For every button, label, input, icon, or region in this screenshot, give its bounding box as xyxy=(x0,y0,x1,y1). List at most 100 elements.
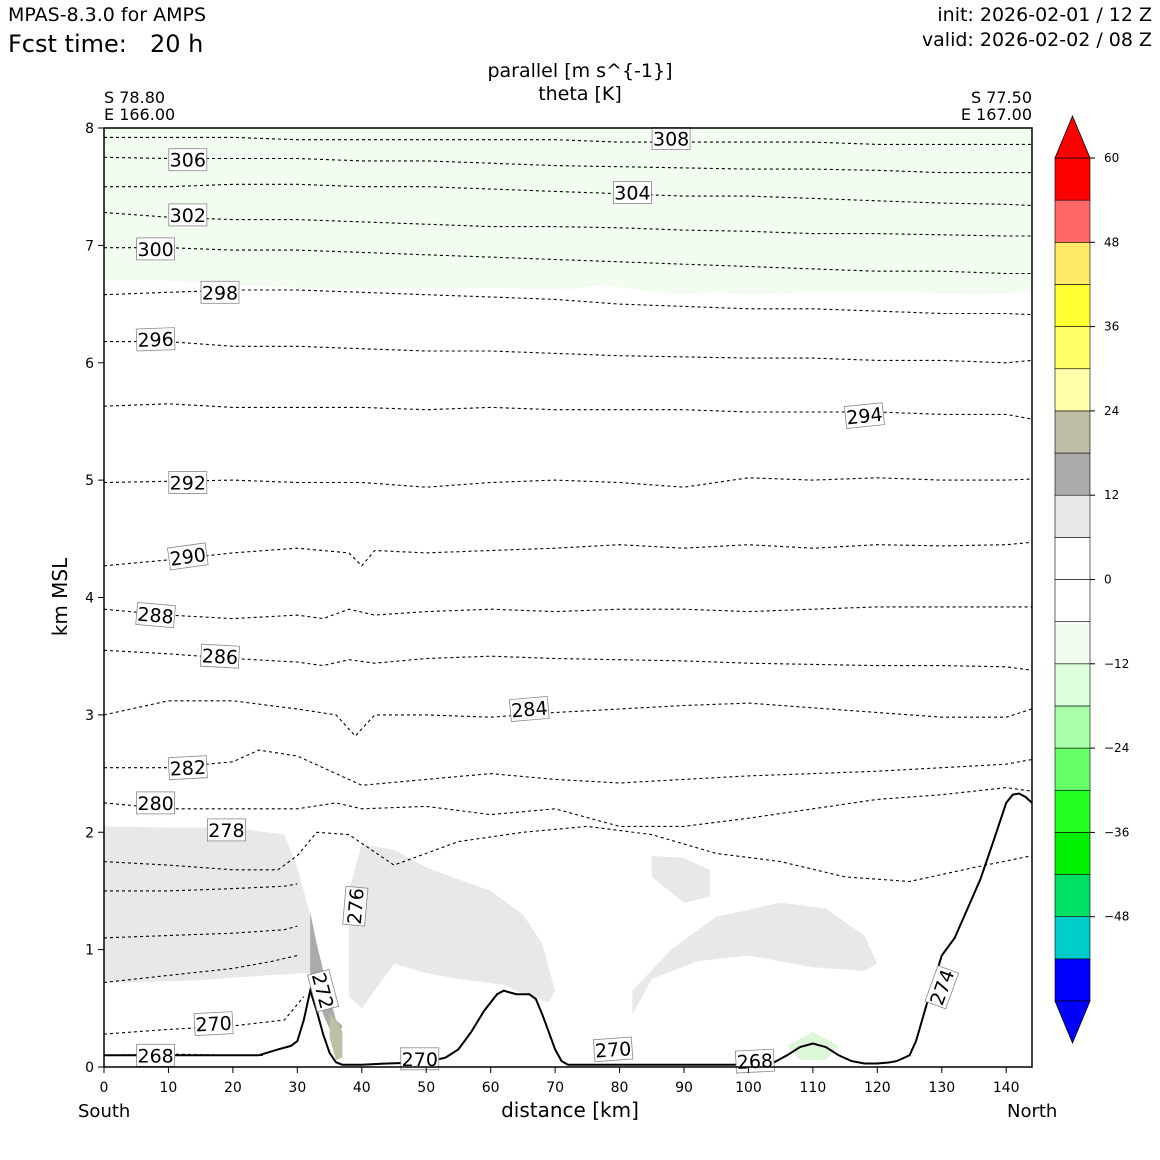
contour-label-308: 308 xyxy=(652,128,690,151)
wind-shading-region-2 xyxy=(349,844,555,1008)
contour-label-290: 290 xyxy=(167,543,208,571)
contour-label-text: 302 xyxy=(170,205,206,227)
x-tick-label: 30 xyxy=(288,1080,306,1096)
colorbar-tick-label: −24 xyxy=(1104,741,1129,755)
contour-label-text: 284 xyxy=(510,697,548,722)
contour-label-302: 302 xyxy=(169,204,207,227)
colorbar-under-arrow xyxy=(1055,1001,1090,1043)
theta-contour-296 xyxy=(104,342,1032,363)
x-tick-label: 80 xyxy=(611,1080,629,1096)
colorbar-segment xyxy=(1055,790,1090,832)
colorbar-tick-label: −36 xyxy=(1104,825,1129,839)
x-tick-label: 140 xyxy=(993,1080,1020,1096)
contour-label-296: 296 xyxy=(136,328,175,352)
x-tick-label: 130 xyxy=(928,1080,955,1096)
contour-label-text: 294 xyxy=(845,404,883,430)
colorbar-segment xyxy=(1055,284,1090,326)
colorbar-segment xyxy=(1055,706,1090,748)
contour-label-280: 280 xyxy=(137,792,175,815)
contour-label-text: 304 xyxy=(614,183,650,205)
colorbar-segment xyxy=(1055,495,1090,537)
y-tick-label: 0 xyxy=(85,1060,94,1076)
theta-contour-292 xyxy=(104,478,1032,487)
x-tick-label: 10 xyxy=(160,1080,178,1096)
x-tick-label: 40 xyxy=(353,1080,371,1096)
contour-label-text: 290 xyxy=(168,544,207,571)
x-tick-label: 100 xyxy=(735,1080,762,1096)
contour-label-text: 298 xyxy=(202,282,238,304)
theta-contour-282 xyxy=(104,750,1032,785)
contour-label-text: 272 xyxy=(307,971,338,1012)
contour-label-272: 272 xyxy=(307,970,339,1013)
contour-label-288: 288 xyxy=(136,602,176,628)
contour-label-284: 284 xyxy=(509,696,549,722)
colorbar-segment xyxy=(1055,242,1090,284)
contour-label-294: 294 xyxy=(844,403,884,430)
theta-contour-290 xyxy=(104,542,1032,566)
x-tick-label: 20 xyxy=(224,1080,242,1096)
colorbar-tick-label: 0 xyxy=(1104,573,1112,587)
x-tick-label: 120 xyxy=(864,1080,891,1096)
colorbar-segment xyxy=(1055,200,1090,242)
contour-label-text: 286 xyxy=(201,645,238,669)
contour-label-text: 270 xyxy=(195,1013,232,1037)
y-tick-label: 8 xyxy=(85,121,94,137)
contour-label-text: 282 xyxy=(169,757,206,781)
y-tick-label: 1 xyxy=(85,943,94,959)
contour-label-286: 286 xyxy=(200,644,239,669)
y-tick-label: 6 xyxy=(85,356,94,372)
colorbar-segment xyxy=(1055,537,1090,579)
theta-contour-294 xyxy=(104,404,1032,419)
x-tick-label: 70 xyxy=(546,1080,564,1096)
north-label: North xyxy=(1007,1101,1057,1122)
contour-label-text: 306 xyxy=(170,150,206,172)
contour-label-text: 296 xyxy=(137,329,174,352)
contour-label-300: 300 xyxy=(137,238,175,261)
contour-label-276: 276 xyxy=(343,886,369,926)
contour-label-278: 278 xyxy=(207,819,245,842)
contour-label-268: 268 xyxy=(137,1044,175,1067)
theta-contour-288 xyxy=(104,607,1032,619)
theta-contour-286 xyxy=(104,650,1032,670)
wind-shading-region-0 xyxy=(104,128,1032,295)
wind-shading-region-4 xyxy=(632,903,877,1015)
wind-shading-region-1 xyxy=(104,826,317,982)
colorbar-tick-label: 60 xyxy=(1104,151,1119,165)
colorbar-segment xyxy=(1055,664,1090,706)
x-tick-label: 90 xyxy=(675,1080,693,1096)
colorbar-segment xyxy=(1055,327,1090,369)
contour-label-268: 268 xyxy=(735,1049,774,1074)
contour-label-text: 292 xyxy=(170,473,206,495)
colorbar-segment xyxy=(1055,158,1090,200)
colorbar-segment xyxy=(1055,875,1090,917)
contour-label-292: 292 xyxy=(169,472,207,495)
colorbar-tick-label: −12 xyxy=(1104,657,1129,671)
colorbar-segment xyxy=(1055,917,1090,959)
colorbar-segment xyxy=(1055,411,1090,453)
contour-label-text: 288 xyxy=(136,604,174,629)
colorbar-segment xyxy=(1055,959,1090,1001)
y-axis-label: km MSL xyxy=(48,527,72,667)
contour-label-282: 282 xyxy=(168,756,207,781)
contour-label-text: 268 xyxy=(736,1050,773,1074)
wind-shading-region-7 xyxy=(787,1032,839,1060)
contour-label-text: 276 xyxy=(344,887,369,925)
colorbar-tick-label: 12 xyxy=(1104,488,1119,502)
y-tick-label: 7 xyxy=(85,238,94,254)
colorbar-segment xyxy=(1055,453,1090,495)
colorbar-tick-label: 24 xyxy=(1104,404,1119,418)
y-tick-label: 5 xyxy=(85,473,94,489)
south-label: South xyxy=(78,1101,130,1122)
theta-contour-284 xyxy=(104,701,1032,736)
contour-label-text: 300 xyxy=(137,239,173,261)
colorbar-segment xyxy=(1055,369,1090,411)
contour-label-304: 304 xyxy=(613,182,651,205)
colorbar-segment xyxy=(1055,580,1090,622)
colorbar-over-arrow xyxy=(1055,116,1090,158)
x-tick-label: 110 xyxy=(800,1080,827,1096)
theta-contour-298 xyxy=(104,290,1032,315)
contour-label-text: 268 xyxy=(137,1045,173,1067)
colorbar-tick-label: 48 xyxy=(1104,235,1119,249)
y-tick-label: 3 xyxy=(85,708,94,724)
colorbar-tick-label: 36 xyxy=(1104,320,1119,334)
